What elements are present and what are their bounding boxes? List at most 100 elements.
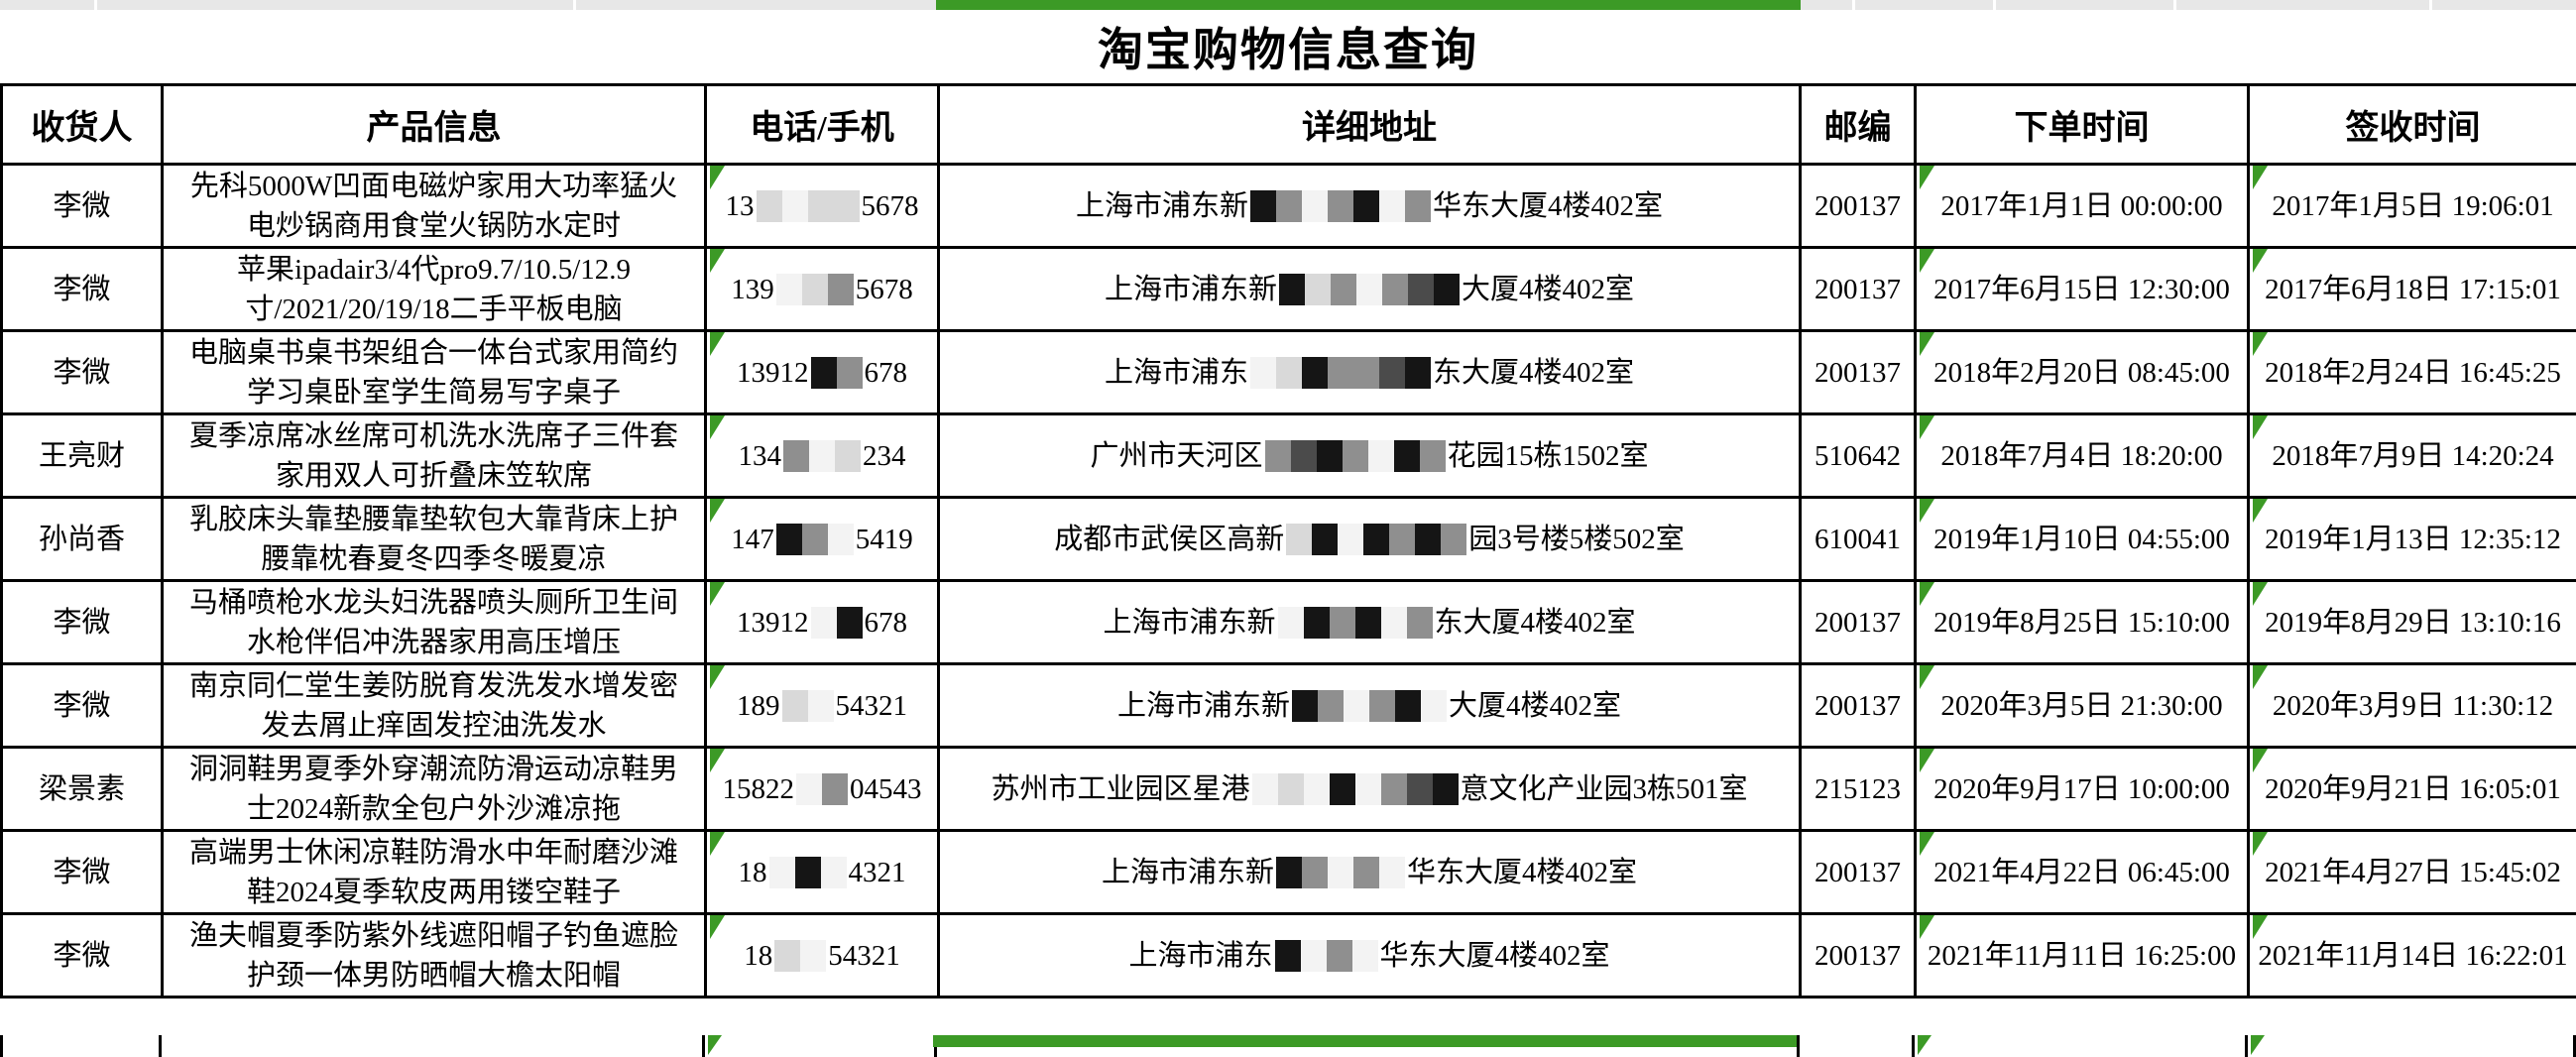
cell-note-triangle-icon	[1920, 250, 1934, 273]
phone-cell[interactable]: 189 54321	[704, 662, 940, 749]
address-cell[interactable]: 上海市浦东新 东大厦4楼402室	[937, 579, 1802, 665]
order-time-cell[interactable]: 2017年6月15日 12:30:00	[1914, 246, 2250, 332]
recipient-cell[interactable]: 孙尚香	[0, 496, 164, 582]
product-cell[interactable]: 电脑桌书桌书架组合一体台式家用简约学习桌卧室学生简易写字桌子	[161, 329, 707, 415]
recipient-cell[interactable]: 王亮财	[0, 412, 164, 499]
order-time-value: 2020年9月17日 10:00:00	[1933, 772, 2230, 805]
recipient-cell[interactable]: 李微	[0, 912, 164, 998]
phone-cell[interactable]: 13912 678	[704, 329, 940, 415]
postcode-cell[interactable]: 200137	[1799, 163, 1917, 249]
phone-cell[interactable]: 15822 04543	[704, 746, 940, 832]
recipient-cell[interactable]: 李微	[0, 829, 164, 915]
phone-number-redacted: 147 5419	[731, 523, 913, 555]
phone-cell[interactable]: 13912 678	[704, 579, 940, 665]
table-row: 李微 电脑桌书桌书架组合一体台式家用简约学习桌卧室学生简易写字桌子 13912 6…	[0, 329, 2576, 415]
order-time-cell[interactable]: 2020年3月5日 21:30:00	[1914, 662, 2250, 749]
cell-note-triangle-icon	[2253, 416, 2268, 439]
order-time-cell[interactable]: 2021年4月22日 06:45:00	[1914, 829, 2250, 915]
sign-time-cell[interactable]: 2018年7月9日 14:20:24	[2247, 412, 2576, 499]
sign-time-cell[interactable]: 2021年4月27日 15:45:02	[2247, 829, 2576, 915]
order-time-cell[interactable]: 2019年8月25日 15:10:00	[1914, 579, 2250, 665]
pixelation-redaction	[783, 439, 861, 472]
postcode-cell[interactable]: 200137	[1799, 329, 1917, 415]
sign-time-cell[interactable]: 2018年2月24日 16:45:25	[2247, 329, 2576, 415]
postcode-cell[interactable]: 510642	[1799, 412, 1917, 499]
postcode-cell[interactable]: 200137	[1799, 829, 1917, 915]
sign-time-cell[interactable]: 2020年3月9日 11:30:12	[2247, 662, 2576, 749]
sign-time-value: 2018年2月24日 16:45:25	[2265, 356, 2561, 389]
address-cell[interactable]: 广州市天河区 花园15栋1502室	[937, 412, 1802, 499]
sign-time-cell[interactable]: 2020年9月21日 16:05:01	[2247, 746, 2576, 832]
address-cell[interactable]: 上海市浦东新 华东大厦4楼402室	[937, 829, 1802, 915]
recipient-cell[interactable]: 李微	[0, 163, 164, 249]
product-cell[interactable]: 洞洞鞋男夏季外穿潮流防滑运动凉鞋男士2024新款全包户外沙滩凉拖	[161, 746, 707, 832]
sign-time-cell[interactable]: 2019年8月29日 13:10:16	[2247, 579, 2576, 665]
recipient-name: 王亮财	[38, 439, 125, 472]
cell-note-triangle-icon	[1920, 583, 1934, 606]
page-title: 淘宝购物信息查询	[1098, 25, 1478, 75]
recipient-cell[interactable]: 李微	[0, 579, 164, 665]
cell-note-triangle-icon	[1918, 1035, 1932, 1055]
product-cell[interactable]: 马桶喷枪水龙头妇洗器喷头厕所卫生间水枪伴侣冲洗器家用高压增压	[161, 579, 707, 665]
grid-line	[1797, 1035, 1800, 1057]
product-cell[interactable]: 高端男士休闲凉鞋防滑水中年耐磨沙滩鞋2024夏季软皮两用镂空鞋子	[161, 829, 707, 915]
column-header-postcode[interactable]: 邮编	[1799, 83, 1917, 166]
order-time-cell[interactable]: 2018年7月4日 18:20:00	[1914, 412, 2250, 499]
postcode-cell[interactable]: 200137	[1799, 246, 1917, 332]
column-header-order-time[interactable]: 下单时间	[1914, 83, 2250, 166]
phone-cell[interactable]: 134 234	[704, 412, 940, 499]
address-cell[interactable]: 上海市浦东新 大厦4楼402室	[937, 662, 1802, 749]
sign-time-value: 2018年7月9日 14:20:24	[2272, 439, 2554, 472]
address-cell[interactable]: 上海市浦东新 华东大厦4楼402室	[937, 163, 1802, 249]
order-time-cell[interactable]: 2020年9月17日 10:00:00	[1914, 746, 2250, 832]
phone-cell[interactable]: 18 4321	[704, 829, 940, 915]
address-cell[interactable]: 上海市浦东新 大厦4楼402室	[937, 246, 1802, 332]
order-time-cell[interactable]: 2021年11月11日 16:25:00	[1914, 912, 2250, 998]
order-time-cell[interactable]: 2018年2月20日 08:45:00	[1914, 329, 2250, 415]
postcode-cell[interactable]: 610041	[1799, 496, 1917, 582]
product-cell[interactable]: 渔夫帽夏季防紫外线遮阳帽子钓鱼遮脸护颈一体男防晒帽大檐太阳帽	[161, 912, 707, 998]
address-cell[interactable]: 上海市浦东 华东大厦4楼402室	[937, 912, 1802, 998]
product-cell[interactable]: 夏季凉席冰丝席可机洗水洗席子三件套家用双人可折叠床笠软席	[161, 412, 707, 499]
postcode-cell[interactable]: 200137	[1799, 662, 1917, 749]
cell-note-triangle-icon	[1920, 833, 1934, 856]
pixelation-redaction	[756, 189, 860, 222]
phone-cell[interactable]: 13 5678	[704, 163, 940, 249]
order-time-cell[interactable]: 2019年1月10日 04:55:00	[1914, 496, 2250, 582]
column-header-sign-time[interactable]: 签收时间	[2247, 83, 2576, 166]
recipient-cell[interactable]: 梁景素	[0, 746, 164, 832]
cell-note-triangle-icon	[2253, 167, 2268, 189]
address-cell[interactable]: 成都市武侯区高新 园3号楼5楼502室	[937, 496, 1802, 582]
column-header-address[interactable]: 详细地址	[937, 83, 1802, 166]
recipient-cell[interactable]: 李微	[0, 662, 164, 749]
sign-time-value: 2021年11月14日 16:22:01	[2258, 939, 2568, 972]
phone-cell[interactable]: 18 54321	[704, 912, 940, 998]
address-cell[interactable]: 上海市浦东 东大厦4楼402室	[937, 329, 1802, 415]
table-row: 李微 苹果ipadair3/4代pro9.7/10.5/12.9寸/2021/2…	[0, 246, 2576, 332]
postcode-cell[interactable]: 200137	[1799, 912, 1917, 998]
cell-note-triangle-icon	[1920, 416, 1934, 439]
column-header-recipient[interactable]: 收货人	[0, 83, 164, 166]
address-cell[interactable]: 苏州市工业园区星港 意文化产业园3栋501室	[937, 746, 1802, 832]
sign-time-cell[interactable]: 2017年1月5日 19:06:01	[2247, 163, 2576, 249]
postcode-cell[interactable]: 200137	[1799, 579, 1917, 665]
sign-time-cell[interactable]: 2021年11月14日 16:22:01	[2247, 912, 2576, 998]
sign-time-cell[interactable]: 2017年6月18日 17:15:01	[2247, 246, 2576, 332]
product-cell[interactable]: 乳胶床头靠垫腰靠垫软包大靠背床上护腰靠枕春夏冬四季冬暖夏凉	[161, 496, 707, 582]
product-cell[interactable]: 南京同仁堂生姜防脱育发洗发水增发密发去屑止痒固发控油洗发水	[161, 662, 707, 749]
recipient-cell[interactable]: 李微	[0, 246, 164, 332]
recipient-cell[interactable]: 李微	[0, 329, 164, 415]
product-cell[interactable]: 先科5000W凹面电磁炉家用大功率猛火电炒锅商用食堂火锅防水定时	[161, 163, 707, 249]
phone-cell[interactable]: 139 5678	[704, 246, 940, 332]
order-time-cell[interactable]: 2017年1月1日 00:00:00	[1914, 163, 2250, 249]
cell-note-triangle-icon	[2253, 583, 2268, 606]
pixelation-redaction	[774, 939, 827, 972]
product-cell[interactable]: 苹果ipadair3/4代pro9.7/10.5/12.9寸/2021/20/1…	[161, 246, 707, 332]
sign-time-cell[interactable]: 2019年1月13日 12:35:12	[2247, 496, 2576, 582]
column-header-product[interactable]: 产品信息	[161, 83, 707, 166]
phone-cell[interactable]: 147 5419	[704, 496, 940, 582]
column-header-phone[interactable]: 电话/手机	[704, 83, 940, 166]
grid-line	[2245, 1035, 2248, 1057]
postcode-cell[interactable]: 215123	[1799, 746, 1917, 832]
address-redacted: 上海市浦东 东大厦4楼402室	[1104, 356, 1635, 389]
